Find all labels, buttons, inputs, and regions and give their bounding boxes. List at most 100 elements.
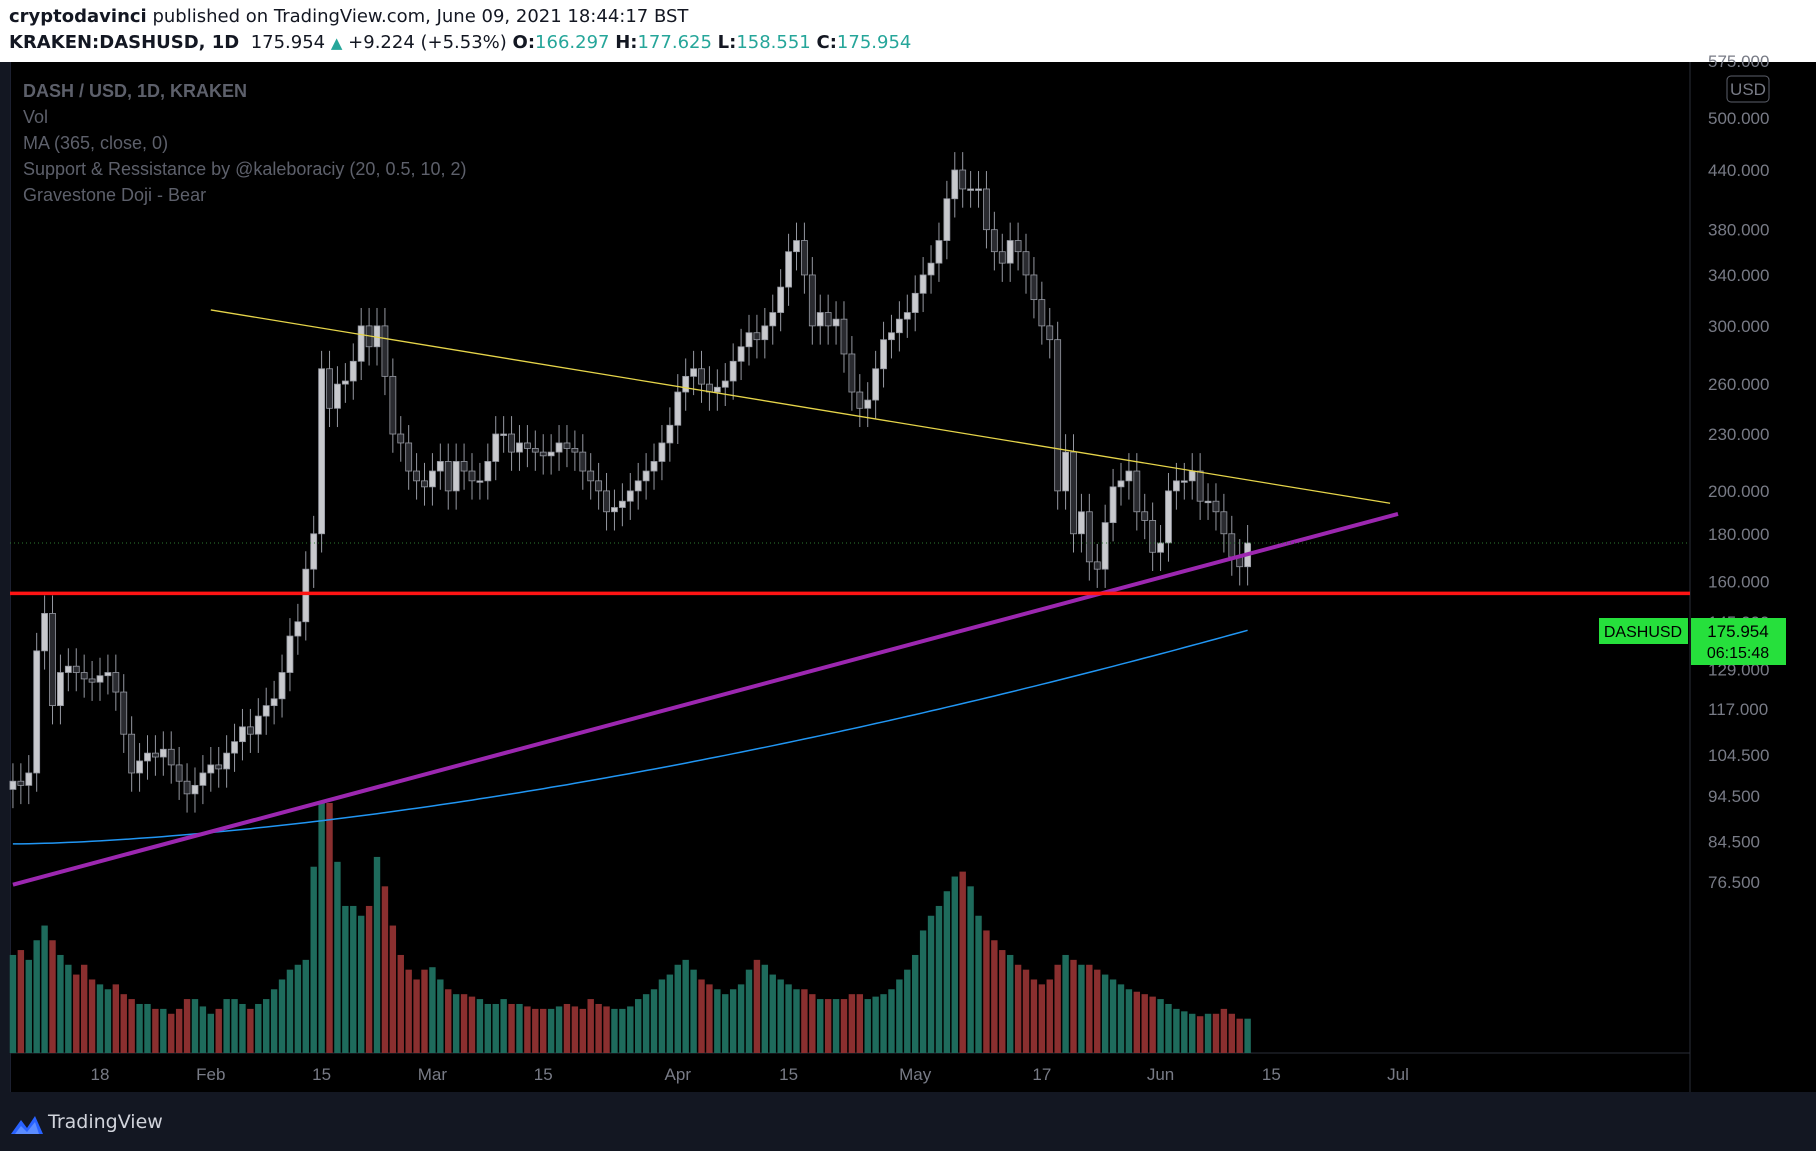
volume-bar: [1117, 984, 1125, 1053]
price-tick-label: 300.000: [1708, 317, 1769, 336]
price-tick-label: 84.500: [1708, 833, 1760, 852]
candle-body: [1149, 520, 1157, 553]
volume-bar: [919, 930, 927, 1053]
candle-body: [96, 675, 104, 683]
candle-body: [618, 500, 626, 508]
publish-text: published on TradingView.com, June 09, 2…: [152, 6, 689, 27]
candle-body: [848, 353, 856, 393]
volume-bar: [682, 959, 689, 1053]
ohlc-info: KRAKEN:DASHUSD, 1D 175.954 ▲ +9.224 (+5.…: [9, 32, 911, 53]
candle-body: [508, 433, 515, 453]
volume-bar: [468, 996, 476, 1053]
moving-average-line: [12, 629, 1248, 845]
volume-bar: [611, 1008, 618, 1053]
volume-bar: [65, 964, 72, 1053]
volume-bar: [619, 1008, 626, 1053]
last-price: 175.954: [250, 32, 326, 53]
price-axis[interactable]: 575.000 500.000 440.000 380.000 340.000 300.0…: [1708, 52, 1769, 892]
volume-bar: [263, 999, 270, 1053]
volume-bar: [112, 984, 120, 1053]
candle-body: [357, 325, 365, 362]
volume-bar: [856, 994, 864, 1053]
legend-ma[interactable]: MA (365, close, 0): [23, 133, 169, 153]
candle-body: [998, 251, 1006, 264]
legend-support-resistance[interactable]: Support & Ressistance by @kaleboraciy (2…: [23, 159, 467, 179]
candle-body: [64, 665, 72, 673]
volume-bar: [571, 1006, 579, 1053]
price-tick-label: 340.000: [1708, 266, 1769, 285]
volume-bar: [674, 964, 681, 1053]
volume-bar: [41, 925, 48, 1053]
volume-bar: [80, 964, 88, 1053]
candle-body: [903, 312, 911, 320]
volume-bar: [460, 994, 468, 1053]
candle-body: [531, 448, 539, 453]
volume-bar: [896, 979, 903, 1053]
candle-body: [1204, 500, 1212, 504]
volume-bar: [1101, 974, 1109, 1053]
volume-bar: [421, 969, 428, 1053]
price-tick-label: 76.500: [1708, 873, 1760, 892]
price-tick-label: 380.000: [1708, 221, 1769, 240]
price-tick-label: 117.000: [1708, 700, 1768, 719]
date-tick-label: 15: [1262, 1065, 1281, 1084]
candle-body: [49, 613, 56, 707]
yellow-trendline[interactable]: [210, 309, 1391, 504]
candle-body: [729, 360, 737, 382]
footer-brand[interactable]: TradingView: [48, 1110, 163, 1133]
candle-body: [555, 442, 563, 453]
volume-bar: [1196, 1016, 1204, 1053]
volume-bar: [255, 1003, 262, 1053]
volume-bar: [524, 1006, 531, 1053]
volume-bar: [737, 984, 745, 1053]
volume-bar: [500, 999, 507, 1053]
volume-bar: [904, 969, 911, 1053]
candle-body: [152, 752, 159, 758]
candle-body: [318, 368, 326, 535]
volume-bar: [627, 1006, 634, 1053]
volume-bar: [1173, 1008, 1180, 1053]
tradingview-logo-icon[interactable]: [9, 1112, 45, 1138]
volume-bar: [690, 969, 697, 1053]
price-tick-label: 180.000: [1708, 525, 1769, 544]
candle-body: [349, 360, 357, 382]
candle-body: [175, 764, 183, 782]
volume-bar: [128, 999, 135, 1053]
volume-bar: [959, 871, 966, 1053]
volume-bar: [1078, 964, 1085, 1053]
date-tick-label: Jul: [1387, 1065, 1409, 1084]
candle-body: [975, 188, 982, 191]
candle-body: [270, 698, 278, 707]
close-label: C:: [816, 32, 837, 53]
currency-badge[interactable]: USD: [1726, 75, 1770, 103]
candle-body: [183, 780, 191, 795]
volume-bar: [951, 876, 958, 1053]
legend-volume[interactable]: Vol: [23, 107, 49, 127]
candle-body: [579, 451, 587, 472]
candle-body: [397, 433, 405, 444]
candle-body: [753, 332, 761, 341]
legend-pattern[interactable]: Gravestone Doji - Bear: [23, 185, 207, 205]
time-axis[interactable]: 18 Feb 15 Mar 15 Apr 15 May 17 Jun 15 Jul: [91, 1065, 1409, 1084]
candle-body: [650, 461, 658, 472]
legend-title[interactable]: DASH / USD, 1D, KRAKEN: [23, 81, 248, 101]
volume-bar: [310, 866, 317, 1053]
purple-trendline[interactable]: [12, 511, 1399, 887]
candle-body: [983, 188, 990, 231]
volume-bar: [144, 1003, 151, 1053]
candle-body: [603, 490, 610, 513]
volume-bar: [492, 1003, 499, 1053]
candle-body: [666, 424, 674, 444]
candle-body: [104, 672, 112, 677]
price-chart[interactable]: 575.000 500.000 440.000 380.000 340.000 300.0…: [0, 0, 1816, 1092]
volume-bar: [183, 999, 191, 1053]
candle-body: [1133, 470, 1141, 513]
volume-bar: [1014, 964, 1022, 1053]
candle-body: [444, 461, 452, 492]
candle-body: [1117, 480, 1125, 488]
volume-bar: [785, 984, 792, 1053]
date-tick-label: Apr: [665, 1065, 692, 1084]
volume-bar: [1094, 969, 1101, 1053]
candle-body: [484, 461, 492, 482]
author-name[interactable]: cryptodavinci: [9, 6, 147, 27]
